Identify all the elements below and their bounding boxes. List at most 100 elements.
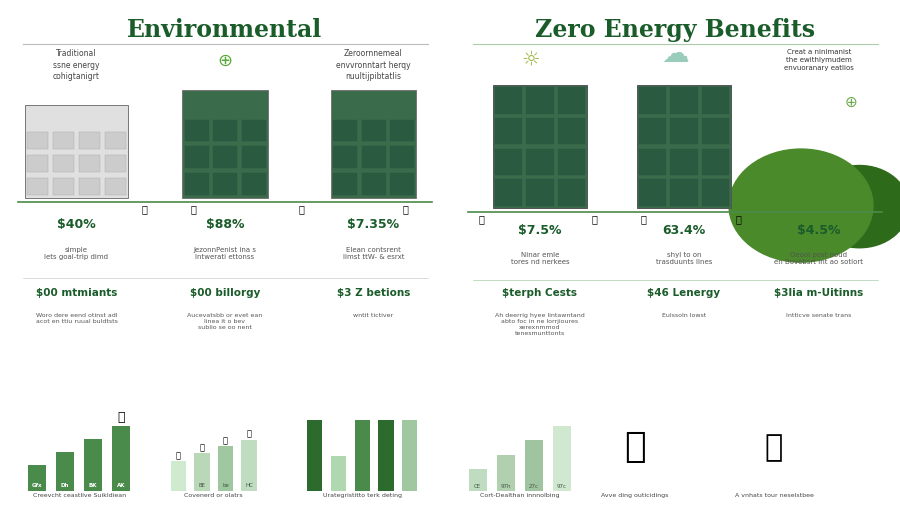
Text: $4.5%: $4.5% [797, 224, 841, 236]
Text: 🌿: 🌿 [299, 204, 304, 214]
Text: 🌿: 🌿 [624, 430, 645, 464]
Text: $00 mtmiants: $00 mtmiants [36, 288, 117, 298]
Bar [112, 426, 130, 491]
Text: 🌿: 🌿 [641, 214, 646, 224]
Text: Oeool post ooud
en Bovebsrt int ao sotiort: Oeool post ooud en Bovebsrt int ao sotio… [775, 252, 863, 265]
Bar [378, 420, 393, 491]
FancyBboxPatch shape [702, 149, 729, 175]
Text: Traditional
ssne energy
cohigtanigrt: Traditional ssne energy cohigtanigrt [53, 49, 100, 81]
FancyBboxPatch shape [53, 155, 75, 172]
FancyBboxPatch shape [493, 85, 587, 208]
FancyBboxPatch shape [526, 118, 554, 144]
FancyBboxPatch shape [495, 179, 522, 206]
FancyBboxPatch shape [638, 118, 666, 144]
FancyBboxPatch shape [557, 87, 586, 114]
Text: $3lia m-Uitinns: $3lia m-Uitinns [774, 288, 864, 298]
Text: $3 Z betions: $3 Z betions [337, 288, 410, 298]
FancyBboxPatch shape [184, 146, 209, 168]
FancyBboxPatch shape [702, 179, 729, 206]
FancyBboxPatch shape [27, 132, 49, 149]
FancyBboxPatch shape [362, 119, 385, 141]
FancyBboxPatch shape [241, 174, 266, 195]
Text: Ah deerrig hyee lintawntand
abto foc in ne lorrjioures
xerexnmmod
tenesmunttonts: Ah deerrig hyee lintawntand abto foc in … [495, 313, 585, 336]
Text: ☁: ☁ [662, 40, 688, 68]
FancyBboxPatch shape [670, 118, 698, 144]
FancyBboxPatch shape [213, 119, 237, 141]
FancyBboxPatch shape [390, 174, 414, 195]
FancyBboxPatch shape [362, 146, 385, 168]
Bar [331, 455, 346, 491]
Text: Woro dere eend otinst adl
acot en ttiu ruual buldtsts: Woro dere eend otinst adl acot en ttiu r… [36, 313, 117, 324]
FancyBboxPatch shape [104, 132, 126, 149]
Text: Gfx: Gfx [32, 483, 42, 488]
Bar [84, 438, 102, 491]
Text: 🌱: 🌱 [247, 430, 252, 439]
Text: 🌿: 🌿 [191, 204, 196, 214]
Text: 🌿: 🌿 [591, 214, 597, 224]
Text: 🌿: 🌿 [117, 411, 124, 424]
Bar [56, 452, 74, 491]
Text: 🌱: 🌱 [223, 436, 228, 445]
Text: 🌱: 🌱 [765, 433, 783, 462]
Text: be: be [222, 483, 229, 488]
FancyBboxPatch shape [526, 87, 554, 114]
Bar [355, 420, 370, 491]
FancyBboxPatch shape [638, 87, 666, 114]
Text: A vnhats tour neselstbee: A vnhats tour neselstbee [734, 492, 814, 498]
FancyBboxPatch shape [390, 119, 414, 141]
FancyBboxPatch shape [526, 149, 554, 175]
Text: 97h: 97h [500, 484, 511, 489]
Text: 27c: 27c [529, 484, 539, 489]
Text: BK: BK [88, 483, 97, 488]
FancyBboxPatch shape [79, 155, 100, 172]
FancyBboxPatch shape [331, 90, 416, 198]
Text: ⊕: ⊕ [218, 51, 232, 70]
Text: $46 Lenergy: $46 Lenergy [647, 288, 721, 298]
FancyBboxPatch shape [241, 146, 266, 168]
Text: Ninar emle
tores nd nerkees: Ninar emle tores nd nerkees [510, 252, 570, 265]
Text: BE: BE [199, 483, 205, 488]
FancyBboxPatch shape [638, 149, 666, 175]
Text: $00 billorgy: $00 billorgy [190, 288, 260, 298]
Text: Elean contsrent
limst ttW- & esrxt: Elean contsrent limst ttW- & esrxt [343, 247, 404, 260]
Text: Creat a ninimanist
the ewithlymudem
envuoranary eatlios: Creat a ninimanist the ewithlymudem envu… [784, 49, 854, 71]
FancyBboxPatch shape [79, 178, 100, 195]
FancyBboxPatch shape [104, 178, 126, 195]
FancyBboxPatch shape [557, 118, 586, 144]
FancyBboxPatch shape [213, 146, 237, 168]
Text: HC: HC [245, 483, 253, 488]
Text: simple
lets goal-trip dimd: simple lets goal-trip dimd [44, 247, 109, 260]
Text: 🌿: 🌿 [402, 204, 408, 214]
FancyBboxPatch shape [702, 118, 729, 144]
FancyBboxPatch shape [79, 132, 100, 149]
Bar [553, 426, 571, 491]
FancyBboxPatch shape [526, 179, 554, 206]
Bar [497, 455, 515, 491]
FancyBboxPatch shape [670, 179, 698, 206]
FancyBboxPatch shape [333, 119, 357, 141]
Text: Intticve senate trans: Intticve senate trans [787, 313, 851, 318]
Text: Urategristitto terk deting: Urategristitto terk deting [323, 492, 402, 498]
Text: 🌱: 🌱 [176, 451, 181, 460]
Text: $7.35%: $7.35% [347, 218, 400, 231]
FancyBboxPatch shape [495, 87, 522, 114]
Bar [402, 420, 418, 491]
Ellipse shape [729, 149, 873, 262]
FancyBboxPatch shape [104, 155, 126, 172]
Bar [28, 465, 46, 491]
Text: Cort-Dealthan innnolbing: Cort-Dealthan innnolbing [481, 492, 560, 498]
Text: ⊕: ⊕ [844, 95, 857, 111]
FancyBboxPatch shape [637, 85, 731, 208]
Text: Eulssoln lowst: Eulssoln lowst [662, 313, 706, 318]
FancyBboxPatch shape [27, 155, 49, 172]
Ellipse shape [810, 166, 900, 248]
Text: 🌱: 🌱 [200, 443, 204, 452]
Text: Zeroornnemeal
envvronntart herqy
nuultijpibtatlis: Zeroornnemeal envvronntart herqy nuultij… [337, 49, 410, 81]
FancyBboxPatch shape [241, 119, 266, 141]
FancyBboxPatch shape [184, 174, 209, 195]
Text: 🌿: 🌿 [141, 204, 147, 214]
Bar [525, 440, 543, 491]
FancyBboxPatch shape [53, 178, 75, 195]
Text: Covenerd or olatrs: Covenerd or olatrs [184, 492, 243, 498]
FancyBboxPatch shape [333, 146, 357, 168]
